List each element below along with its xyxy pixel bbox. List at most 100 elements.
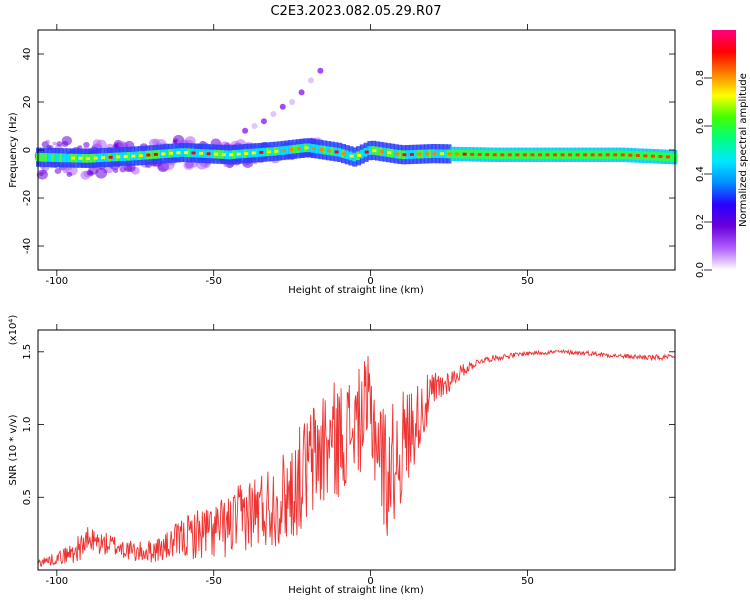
spectrogram-cell	[279, 103, 286, 110]
spectrogram-cell	[638, 151, 644, 160]
spectrogram-cell	[156, 149, 162, 159]
spectrogram-cell	[146, 153, 151, 157]
spectrogram-cell	[266, 150, 271, 154]
spectrogram-cell	[409, 153, 414, 156]
spectrogram-panel: -100 -50 0 50 -40 -20 0 20 40 Height of straight…	[8, 24, 678, 296]
spectrogram-cell	[628, 153, 633, 157]
spectrogram-cell	[260, 118, 267, 125]
spectrogram-cell	[450, 149, 456, 159]
spectrogram-cell	[116, 155, 121, 159]
spectrogram-cell	[168, 151, 173, 155]
spectrogram-cell	[570, 150, 576, 160]
spectrogram-cell	[590, 153, 595, 157]
spectrogram-cell	[269, 147, 275, 156]
spectrogram-cell	[560, 153, 565, 157]
spectrogram-cell	[517, 150, 523, 160]
spectrogram-cell	[251, 123, 258, 129]
spectrogram-cell	[113, 143, 119, 149]
spectrogram-cell	[86, 169, 93, 176]
spectrogram-cell	[515, 153, 520, 157]
spectrogram-cell	[608, 150, 614, 160]
spectrogram-cell	[630, 150, 636, 160]
spectrogram-cell	[553, 153, 558, 157]
spectrogram-cell	[259, 150, 264, 154]
spectrogram-cell	[86, 156, 91, 160]
spectrogram-cell	[507, 153, 512, 157]
spectrogram-cell	[327, 149, 332, 153]
spectrogram-cell	[359, 149, 365, 159]
y-tick-label: 0.5	[22, 489, 33, 505]
spectrogram-cell	[470, 152, 475, 156]
spectrogram-cell	[344, 150, 350, 160]
x-tick-label: 0	[367, 576, 373, 587]
colorbar: 0.0 0.2 0.4 0.6 0.8 Normalized spectral ampl…	[695, 30, 749, 278]
spectrogram-cell	[179, 148, 185, 157]
colorbar-tick-label: 0.6	[695, 118, 706, 134]
spectrogram-cell	[101, 156, 106, 160]
spectrogram-cell	[171, 148, 177, 158]
spectrogram-cell	[583, 153, 588, 157]
spectrogram-cell	[254, 148, 260, 158]
snr-panel: -100 -50 0 50 0.5 1.0 1.5 Height of straight l…	[8, 315, 676, 596]
spectrogram-cell	[214, 152, 219, 156]
spectrogram-cell	[45, 139, 50, 144]
spectrogram-cell	[417, 152, 422, 156]
spectrogram-cell	[492, 153, 497, 157]
spectrogram-cell	[525, 150, 531, 160]
spectrogram-cell	[119, 166, 127, 173]
snr-y-multiplier: (x10⁴)	[8, 315, 19, 346]
spectrogram-cell	[221, 153, 226, 156]
spectrogram-cell	[510, 150, 516, 160]
spectrogram-cell	[307, 143, 313, 153]
spectrogram-cell	[394, 152, 399, 156]
spectrogram-cell	[312, 147, 317, 150]
spectrogram-cell	[329, 146, 335, 156]
spectrogram-cell	[613, 153, 618, 157]
spectrogram-cell	[435, 149, 441, 158]
spectrogram-cell	[246, 148, 252, 158]
spectrogram-cell	[138, 154, 143, 158]
spectrogram-cell	[352, 152, 358, 162]
spectrogram-cell	[108, 155, 113, 159]
spectrogram-cell	[58, 153, 64, 163]
y-tick-label: 0	[22, 147, 33, 153]
colorbar-ticks: 0.0 0.2 0.4 0.6 0.8	[695, 70, 712, 278]
spectrogram-cell	[61, 135, 73, 146]
spectrogram-cell	[164, 149, 170, 158]
spectrogram-cell	[389, 148, 395, 158]
spectrogram-cell	[495, 150, 501, 160]
spectrogram-cell	[593, 150, 599, 160]
spectrogram-cell	[194, 148, 200, 158]
spectrogram-cell	[131, 154, 136, 158]
spectrogram-cell	[442, 149, 448, 159]
spectrogram-cell	[199, 151, 204, 155]
y-tick-label: 20	[22, 96, 33, 109]
spectrogram-cell	[261, 147, 267, 157]
snr-series-line	[37, 348, 675, 567]
snr-ticks: -100 -50 0 50 0.5 1.0 1.5	[22, 324, 675, 587]
spectrogram-cell	[472, 150, 478, 159]
spectrogram-cell	[598, 153, 603, 157]
spectrogram-cell	[462, 152, 467, 156]
spectrogram-cell	[284, 145, 290, 155]
spectrogram-cell	[292, 144, 298, 154]
spectrogram-cell	[270, 111, 277, 117]
spectrogram-cell	[545, 153, 550, 157]
spectrogram-heatmap	[34, 67, 678, 180]
spectrogram-cell	[397, 150, 403, 159]
spectrogram-cell	[73, 153, 79, 163]
spectrogram-cell	[239, 149, 245, 159]
colorbar-tick-label: 0.2	[695, 214, 706, 230]
figure-title: C2E3.2023.082.05.29.R07	[270, 4, 441, 19]
spectrogram-cell	[575, 153, 580, 157]
spectrogram-cell	[502, 150, 508, 160]
spectrogram-cell	[646, 151, 652, 161]
spectrogram-cell	[319, 148, 324, 152]
spectrogram-cell	[412, 150, 418, 159]
spectrogram-cell	[600, 150, 606, 160]
spectrogram-cell	[440, 152, 445, 156]
spectrogram-cell	[314, 144, 320, 154]
spectrogram-cell	[289, 148, 294, 151]
y-tick-label: 1.0	[22, 417, 33, 433]
snr-frame	[37, 329, 676, 571]
